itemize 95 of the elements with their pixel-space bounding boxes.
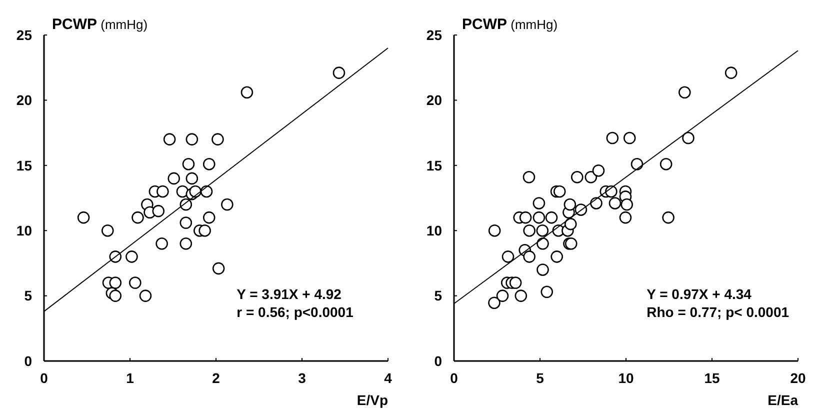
annotation: Y = 3.91X + 4.92 — [236, 286, 342, 302]
y-tick-label: 10 — [16, 222, 32, 238]
x-tick-label: 20 — [790, 370, 806, 386]
y-tick-label: 0 — [24, 352, 32, 369]
x-tick-label: 4 — [384, 370, 392, 386]
point — [488, 224, 501, 237]
point — [152, 204, 165, 218]
point — [550, 250, 564, 263]
point — [186, 133, 198, 146]
point — [571, 171, 584, 184]
point — [590, 197, 602, 210]
point — [584, 171, 598, 184]
point — [545, 211, 558, 224]
y-tick-label: 10 — [426, 222, 442, 238]
point — [502, 250, 514, 263]
x-axis-title: E/Vp — [356, 392, 388, 408]
point — [221, 198, 234, 211]
point — [608, 197, 622, 210]
point — [126, 250, 138, 263]
point — [662, 211, 674, 224]
point — [77, 211, 90, 224]
x-tick-label: 5 — [536, 370, 544, 386]
point — [168, 172, 180, 185]
y-tick-label: 15 — [16, 157, 32, 174]
x-tick-label: 0 — [450, 370, 458, 386]
point — [553, 185, 566, 198]
point — [519, 211, 532, 224]
y-tick-label: 5 — [434, 288, 442, 304]
point — [540, 286, 554, 298]
point — [488, 296, 500, 309]
annotation: Y = 0.97X + 4.34 — [646, 286, 752, 302]
point — [200, 185, 213, 198]
point — [332, 66, 346, 79]
point — [724, 66, 738, 79]
point — [592, 164, 605, 177]
y-axis-title: PCWP (mmHg) — [462, 16, 558, 33]
point — [620, 198, 634, 211]
point — [180, 216, 192, 229]
point — [109, 276, 122, 289]
y-tick-label: 20 — [16, 92, 32, 108]
point — [509, 276, 522, 289]
point — [514, 290, 528, 302]
point — [202, 158, 216, 170]
y-tick-label: 0 — [434, 352, 442, 369]
point — [619, 211, 632, 224]
point — [156, 185, 169, 198]
x-tick-label: 10 — [618, 370, 634, 386]
point — [523, 224, 536, 237]
annotation: Rho = 0.77; p< 0.0001 — [646, 304, 790, 320]
point — [156, 238, 168, 250]
point — [564, 218, 577, 230]
x-tick-label: 0 — [40, 370, 48, 386]
x-tick-label: 2 — [212, 370, 220, 386]
point — [109, 290, 122, 302]
point — [180, 238, 192, 250]
point — [536, 238, 549, 250]
point — [532, 211, 546, 224]
point — [240, 86, 254, 99]
x-tick-label: 1 — [126, 370, 134, 386]
x-axis-title: E/Ea — [768, 392, 798, 408]
point — [536, 264, 549, 276]
y-axis-title: PCWP (mmHg) — [52, 16, 148, 33]
point — [139, 290, 152, 302]
point — [564, 198, 576, 211]
point — [101, 224, 114, 237]
point — [189, 185, 202, 198]
point — [129, 276, 142, 289]
point — [682, 132, 694, 144]
point — [660, 158, 672, 170]
point — [623, 132, 636, 144]
y-tick-label: 25 — [16, 26, 32, 43]
point — [606, 132, 619, 144]
point — [182, 158, 195, 170]
x-tick-label: 15 — [704, 370, 720, 386]
point — [212, 262, 225, 275]
point — [198, 224, 211, 237]
point — [496, 290, 509, 302]
point — [212, 133, 224, 146]
point — [176, 185, 189, 198]
y-tick-label: 25 — [426, 26, 442, 43]
y-tick-label: 15 — [426, 157, 442, 174]
point — [202, 211, 216, 224]
annotation: r = 0.56; p<0.0001 — [236, 304, 354, 320]
y-tick-label: 5 — [24, 288, 32, 304]
point — [523, 250, 536, 263]
point — [132, 211, 144, 224]
point — [163, 133, 176, 146]
point — [678, 86, 691, 99]
point — [532, 197, 546, 210]
x-tick-label: 3 — [298, 370, 306, 386]
point — [630, 158, 644, 170]
point — [186, 172, 198, 185]
point — [536, 224, 549, 237]
y-tick-label: 20 — [426, 92, 442, 108]
point — [522, 171, 536, 184]
